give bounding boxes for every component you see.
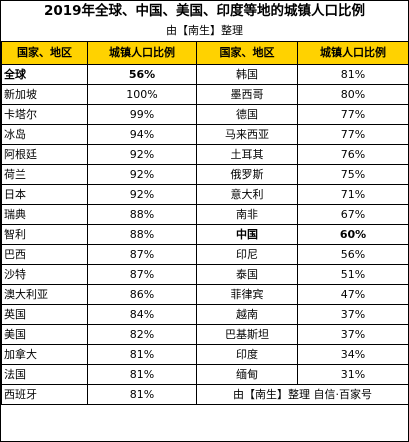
ratio-cell: 84% [87,304,197,325]
region-name-cell: 南非 [196,204,298,225]
ratio-cell: 51% [297,264,409,285]
table-row: 日本 92% 意大利 71% [1,184,409,205]
ratio-cell: 37% [297,304,409,325]
table-row: 西班牙 81% 由【南生】整理 自信·百家号 [1,384,409,405]
header-ratio-right: 城镇人口比例 [297,41,409,65]
ratio-cell: 47% [297,284,409,305]
region-name-cell: 泰国 [196,264,298,285]
region-name-cell: 阿根廷 [1,144,88,165]
ratio-cell: 81% [297,64,409,85]
region-name-cell: 法国 [1,364,88,385]
table-row: 英国 84% 越南 37% [1,304,409,325]
table-row: 智利 88% 中国 60% [1,224,409,245]
ratio-cell: 60% [297,224,409,245]
ratio-cell: 81% [87,384,197,405]
region-name-cell: 全球 [1,64,88,85]
ratio-cell: 81% [87,364,197,385]
chart-subtitle: 由【南生】整理 [166,24,243,37]
region-name-cell: 沙特 [1,264,88,285]
ratio-cell: 86% [87,284,197,305]
region-name-cell: 德国 [196,104,298,125]
region-name-cell: 中国 [196,224,298,245]
header-region-left: 国家、地区 [1,41,88,65]
ratio-cell: 92% [87,164,197,185]
region-name-cell: 卡塔尔 [1,104,88,125]
ratio-cell: 87% [87,264,197,285]
ratio-cell: 34% [297,344,409,365]
header-region-right: 国家、地区 [196,41,298,65]
region-name-cell: 菲律宾 [196,284,298,305]
table-row: 荷兰 92% 俄罗斯 75% [1,164,409,185]
region-name-cell: 缅甸 [196,364,298,385]
region-name-cell: 冰岛 [1,124,88,145]
table-row: 卡塔尔 99% 德国 77% [1,104,409,125]
ratio-cell: 99% [87,104,197,125]
region-name-cell: 日本 [1,184,88,205]
region-name-cell: 瑞典 [1,204,88,225]
region-name-cell: 印尼 [196,244,298,265]
region-name-cell: 俄罗斯 [196,164,298,185]
footer-credit: 由【南生】整理 自信·百家号 [196,384,409,405]
region-name-cell: 巴基斯坦 [196,324,298,345]
ratio-cell: 31% [297,364,409,385]
region-name-cell: 巴西 [1,244,88,265]
ratio-cell: 88% [87,224,197,245]
ratio-cell: 75% [297,164,409,185]
region-name-cell: 印度 [196,344,298,365]
region-name-cell: 墨西哥 [196,84,298,105]
table-row: 澳大利亚 86% 菲律宾 47% [1,284,409,305]
table-row: 瑞典 88% 南非 67% [1,204,409,225]
region-name-cell: 美国 [1,324,88,345]
table-row: 新加坡 100% 墨西哥 80% [1,84,409,105]
ratio-cell: 56% [87,64,197,85]
table-row: 法国 81% 缅甸 31% [1,364,409,385]
region-name-cell: 英国 [1,304,88,325]
ratio-cell: 94% [87,124,197,145]
region-name-cell: 土耳其 [196,144,298,165]
ratio-cell: 80% [297,84,409,105]
region-name-cell: 澳大利亚 [1,284,88,305]
ratio-cell: 71% [297,184,409,205]
region-name-cell: 马来西亚 [196,124,298,145]
region-name-cell: 意大利 [196,184,298,205]
chart-title: 2019年全球、中国、美国、印度等地的城镇人口比例 [43,3,366,19]
ratio-cell: 87% [87,244,197,265]
table-row: 巴西 87% 印尼 56% [1,244,409,265]
ratio-cell: 92% [87,144,197,165]
table-row: 全球 56% 韩国 81% [1,64,409,85]
ratio-cell: 81% [87,344,197,365]
ratio-cell: 76% [297,144,409,165]
region-name-cell: 新加坡 [1,84,88,105]
table-row: 阿根廷 92% 土耳其 76% [1,144,409,165]
ratio-cell: 67% [297,204,409,225]
ratio-cell: 92% [87,184,197,205]
region-name-cell: 加拿大 [1,344,88,365]
table-row: 加拿大 81% 印度 34% [1,344,409,365]
region-name-cell: 智利 [1,224,88,245]
ratio-cell: 37% [297,324,409,345]
ratio-cell: 77% [297,104,409,125]
ratio-cell: 77% [297,124,409,145]
region-name-cell: 越南 [196,304,298,325]
ratio-cell: 88% [87,204,197,225]
table-row: 美国 82% 巴基斯坦 37% [1,324,409,345]
header-ratio-left: 城镇人口比例 [87,41,197,65]
header-row: 国家、地区 城镇人口比例 国家、地区 城镇人口比例 [1,41,409,65]
ratio-cell: 100% [87,84,197,105]
ratio-cell: 56% [297,244,409,265]
region-name-cell: 荷兰 [1,164,88,185]
region-name-cell: 西班牙 [1,384,88,405]
urbanization-table: 国家、地区 城镇人口比例 国家、地区 城镇人口比例 全球 56% 韩国 81% 新加坡 1… [1,41,409,405]
ratio-cell: 82% [87,324,197,345]
table-row: 冰岛 94% 马来西亚 77% [1,124,409,145]
table-body: 全球 56% 韩国 81% 新加坡 100% 墨西哥 80% 卡塔尔 99% 德国 77% 冰岛 94% 马… [1,64,409,405]
table-row: 沙特 87% 泰国 51% [1,264,409,285]
region-name-cell: 韩国 [196,64,298,85]
